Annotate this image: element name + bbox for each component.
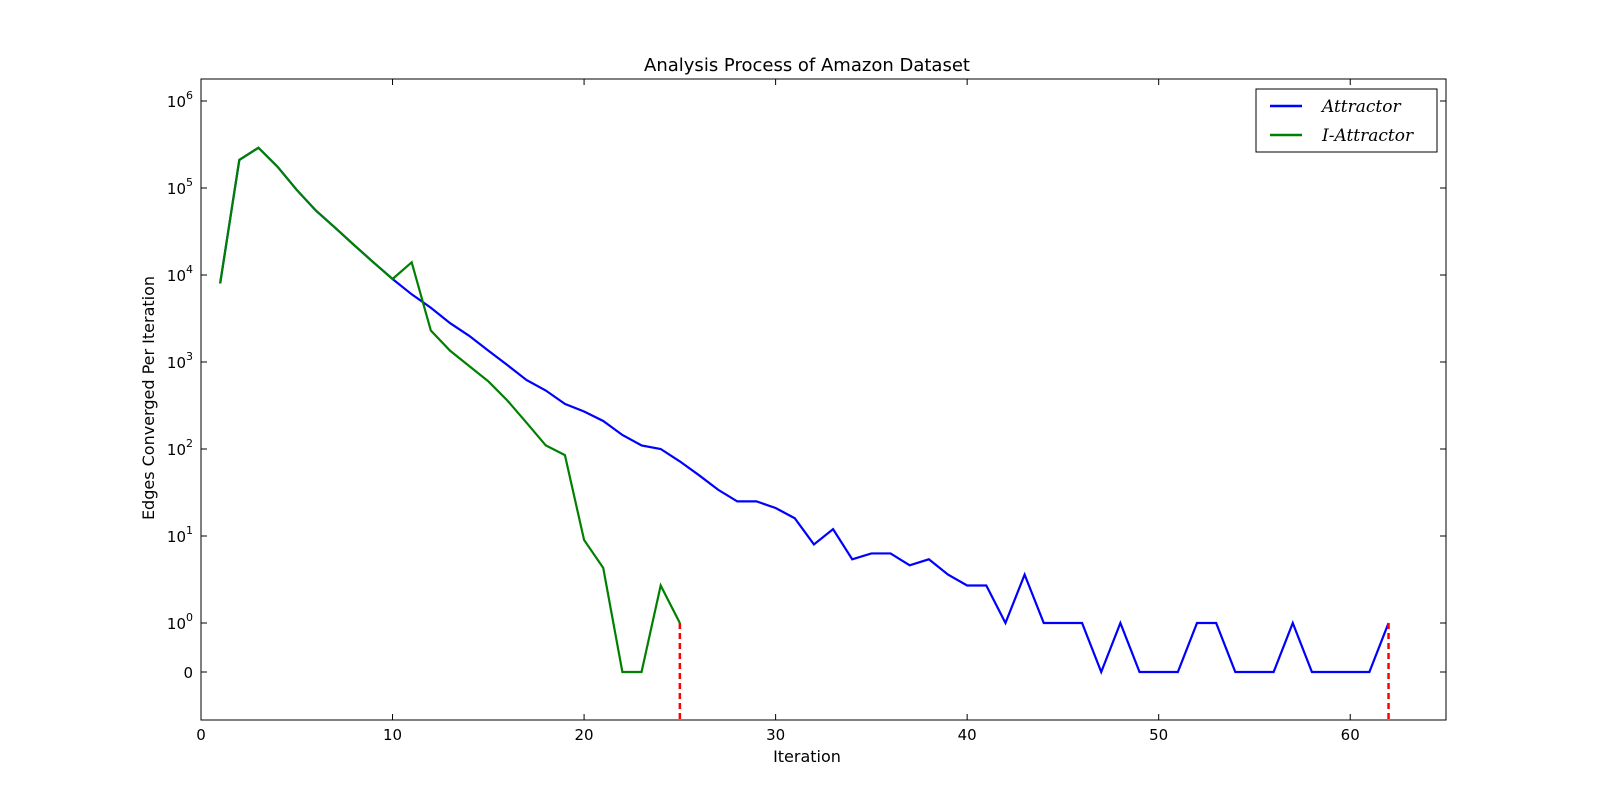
y-tick-label: 101 bbox=[167, 524, 193, 546]
x-axis-label: Iteration bbox=[773, 747, 841, 766]
legend: Attractor I-Attractor bbox=[1255, 88, 1438, 153]
legend-entry-label: I-Attractor bbox=[1321, 126, 1414, 146]
series-line-i-attractor bbox=[219, 146, 681, 674]
x-tick-label: 50 bbox=[1149, 726, 1168, 744]
legend-frame bbox=[1255, 88, 1438, 153]
x-tick-label: 0 bbox=[196, 726, 206, 744]
y-tick-label: 106 bbox=[167, 89, 193, 111]
plot-area: 0 10 20 30 40 50 60 0 100 101 102 103 104 105 106 bbox=[167, 78, 1447, 744]
x-tick-label: 30 bbox=[766, 726, 785, 744]
series-line-attractor bbox=[219, 146, 1390, 676]
x-tick-label: 10 bbox=[383, 726, 402, 744]
x-tick-label: 60 bbox=[1341, 726, 1360, 744]
y-tick-label: 105 bbox=[167, 176, 193, 198]
x-tick-label: 40 bbox=[958, 726, 977, 744]
y-tick-label: 0 bbox=[183, 664, 193, 682]
chart-title: Analysis Process of Amazon Dataset bbox=[644, 55, 970, 76]
y-axis-label: Edges Converged Per Iteration bbox=[139, 276, 158, 520]
legend-entry-label: Attractor bbox=[1320, 97, 1401, 117]
x-tick-label: 20 bbox=[575, 726, 594, 744]
y-tick-label: 100 bbox=[167, 611, 193, 633]
y-tick-label: 103 bbox=[167, 350, 193, 372]
y-tick-label: 102 bbox=[167, 437, 193, 459]
y-tick-label: 104 bbox=[167, 263, 193, 285]
axes-frame bbox=[200, 78, 1447, 721]
